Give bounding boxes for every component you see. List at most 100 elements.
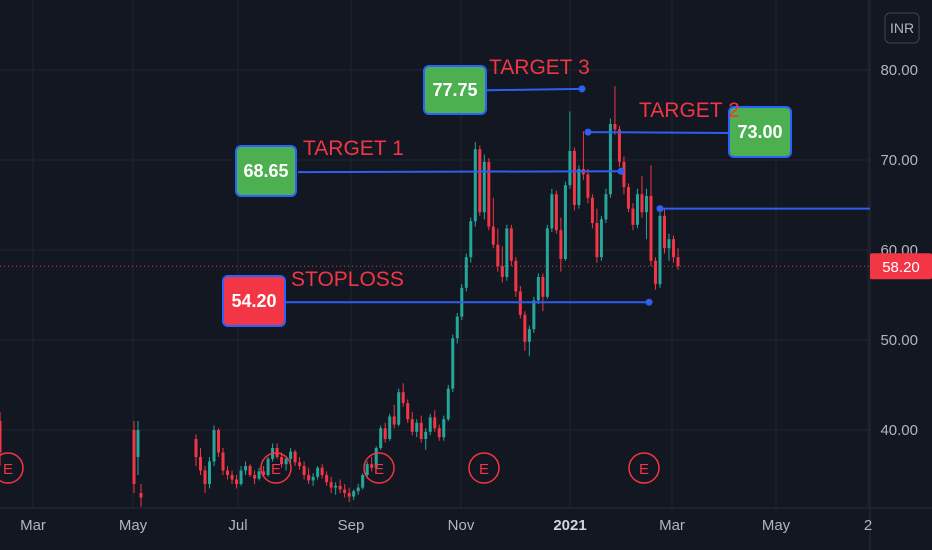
earnings-icon: E (639, 461, 649, 478)
candle-92 (608, 118, 612, 198)
candle-46 (401, 383, 405, 407)
candle-68 (500, 246, 504, 283)
y-tick-label: 80.00 (880, 62, 918, 79)
candle-99 (640, 176, 644, 218)
y-tick-label: 40.00 (880, 422, 918, 439)
level-line[interactable] (587, 131, 730, 134)
level-price-label: 73.00 (737, 122, 782, 142)
candle-71 (514, 257, 518, 297)
candle-37 (361, 473, 365, 490)
candle-39 (370, 457, 374, 472)
candles (0, 86, 680, 507)
x-tick-label: Mar (659, 517, 685, 534)
target-box[interactable] (728, 106, 792, 158)
earnings-marker-3[interactable]: E (468, 452, 500, 484)
candle-13 (253, 470, 257, 484)
candle-101 (649, 165, 653, 267)
candle-104 (662, 208, 666, 254)
candle-80 (554, 190, 558, 234)
level-ray[interactable] (656, 205, 871, 213)
candle-25 (307, 467, 311, 484)
candle-22 (293, 449, 297, 466)
candle-93 (613, 86, 617, 135)
candle-41 (379, 425, 383, 450)
level-note: TARGET 2 (639, 99, 740, 122)
x-tick-label: Nov (448, 517, 475, 534)
candle-83 (568, 111, 572, 189)
candle-9 (235, 475, 239, 489)
x-tick-label: 2 (864, 517, 872, 534)
candle-56 (446, 385, 450, 421)
anchor-point[interactable] (645, 298, 653, 306)
currency-button[interactable]: INR (884, 12, 920, 44)
candle-20 (284, 457, 288, 471)
x-tick-label: Sep (338, 517, 365, 534)
candle-78 (545, 224, 549, 299)
candle-84 (572, 147, 576, 211)
candle-70 (509, 224, 513, 267)
candle-69 (505, 224, 509, 281)
time-axis[interactable]: Mar May Jul Sep Nov 2021 Mar May 2 (20, 517, 872, 534)
candle-32 (338, 479, 342, 493)
level-target-3[interactable]: 77.75 TARGET 3 (423, 56, 590, 115)
candle-18 (275, 443, 279, 459)
candle-28 (320, 464, 324, 479)
earnings-marker-0[interactable]: E (0, 452, 24, 484)
candle-65 (487, 158, 491, 231)
candle-36 (356, 484, 360, 495)
candle-4 (212, 425, 216, 466)
candle-105 (667, 233, 671, 261)
candle-60 (464, 253, 468, 292)
candle-7 (226, 466, 230, 480)
last-price-value: 58.20 (882, 259, 920, 276)
last-price-tag: 58.20 (870, 253, 932, 280)
candle-27 (316, 466, 320, 480)
level-note: TARGET 1 (303, 137, 404, 160)
candle-63 (478, 145, 482, 216)
early-candle-2 (136, 421, 140, 475)
level-target-1[interactable]: 68.65 TARGET 1 (235, 137, 625, 197)
candle-54 (437, 424, 441, 441)
earnings-icon: E (3, 461, 13, 478)
candle-106 (671, 235, 675, 263)
candle-44 (392, 404, 396, 429)
level-note: STOPLOSS (291, 268, 404, 291)
target-box[interactable] (423, 65, 487, 115)
level-stoploss[interactable]: 54.20 STOPLOSS (222, 268, 653, 327)
stoploss-box[interactable] (222, 275, 286, 327)
candle-73 (523, 311, 527, 351)
candle-64 (482, 154, 486, 220)
target-box[interactable] (235, 145, 297, 197)
level-line[interactable] (297, 170, 622, 174)
candle-87 (586, 169, 590, 204)
earnings-marker-1[interactable]: E (260, 452, 292, 484)
anchor-point[interactable] (578, 85, 586, 93)
anchor-point[interactable] (656, 205, 664, 213)
candle-107 (676, 248, 680, 270)
anchor-point[interactable] (584, 128, 592, 136)
earnings-marker-4[interactable]: E (628, 452, 660, 484)
candle-77 (541, 273, 545, 312)
candle-47 (406, 399, 410, 423)
candle-98 (635, 188, 639, 229)
candle-40 (374, 446, 378, 470)
candle-66 (491, 197, 495, 249)
anchor-point[interactable] (617, 167, 625, 175)
candle-16 (266, 457, 270, 477)
candle-67 (496, 228, 500, 272)
candle-0 (194, 434, 198, 466)
candle-85 (577, 165, 581, 209)
earnings-marker-2[interactable]: E (363, 452, 395, 484)
early-candle-1 (132, 421, 136, 493)
candle-55 (442, 415, 446, 441)
candle-35 (352, 489, 356, 501)
candle-62 (473, 142, 477, 227)
candle-2 (203, 466, 207, 493)
earnings-icon: E (374, 461, 384, 478)
level-line[interactable] (486, 87, 583, 92)
candle-102 (653, 257, 657, 290)
